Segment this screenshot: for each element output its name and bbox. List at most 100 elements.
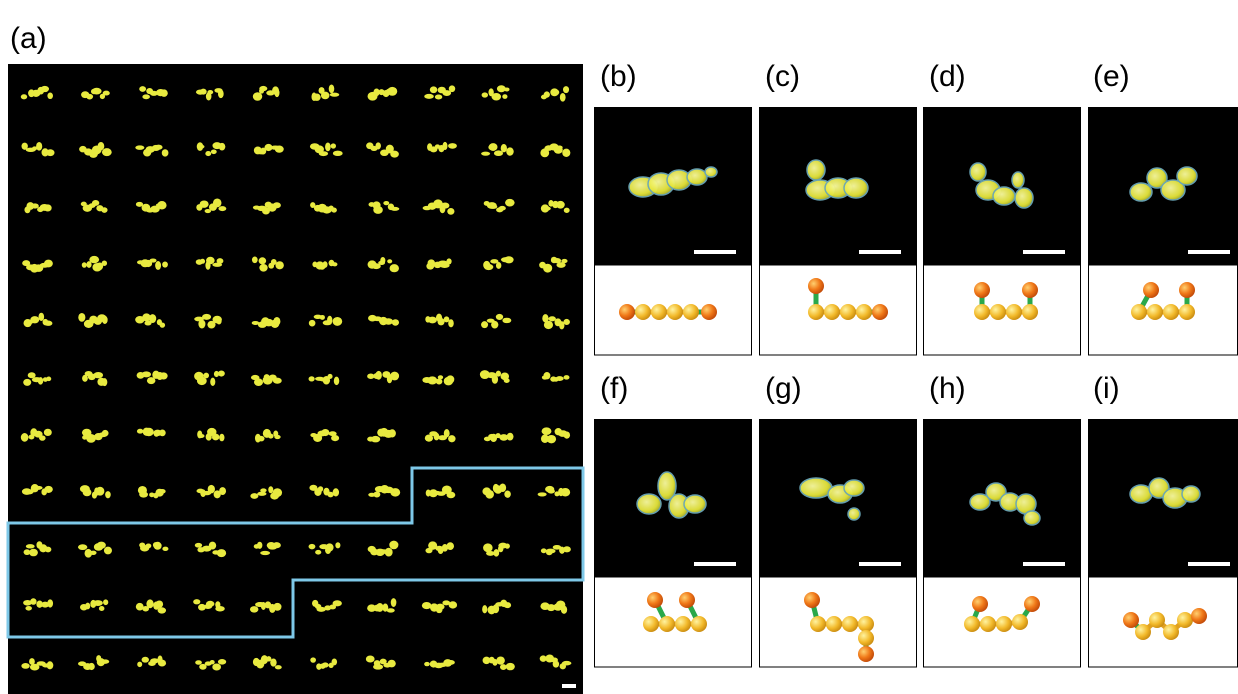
detail-panel	[1088, 107, 1238, 355]
density-blob	[970, 163, 986, 181]
bead	[1024, 596, 1040, 612]
blob	[88, 663, 95, 670]
blob	[322, 662, 329, 667]
blob	[446, 375, 454, 383]
blob	[92, 200, 99, 206]
blob	[546, 549, 556, 554]
panel-label: (f)	[600, 372, 628, 405]
blob	[149, 314, 156, 323]
blob	[98, 142, 105, 150]
blob	[93, 600, 103, 606]
blob	[195, 660, 202, 664]
blob	[45, 547, 52, 553]
blob	[203, 373, 209, 379]
bead	[858, 616, 874, 632]
blob	[26, 544, 35, 548]
density-blob	[807, 160, 825, 180]
blob	[207, 90, 213, 94]
blob	[424, 662, 430, 666]
blob	[392, 319, 399, 325]
bead	[856, 304, 872, 320]
bead	[1123, 612, 1139, 628]
blob	[97, 542, 106, 549]
blob	[273, 603, 281, 611]
blob	[211, 150, 217, 155]
blob	[505, 199, 515, 207]
blob	[547, 435, 556, 443]
bead	[691, 616, 707, 632]
blob	[160, 89, 168, 96]
blob	[155, 261, 161, 270]
blob	[28, 372, 36, 378]
density-blob	[848, 508, 860, 520]
density-blob	[800, 478, 832, 498]
blob	[506, 147, 513, 155]
blob	[102, 260, 107, 266]
blob	[99, 606, 105, 611]
blob	[556, 376, 564, 381]
blob	[422, 602, 432, 609]
blob	[47, 599, 53, 607]
blob	[206, 601, 215, 607]
blob	[323, 261, 328, 268]
blob	[159, 372, 167, 379]
blob	[482, 605, 487, 613]
blob	[556, 201, 565, 209]
blob	[563, 86, 569, 93]
blob	[208, 485, 215, 494]
bead	[826, 616, 842, 632]
blob	[449, 601, 457, 608]
blob	[375, 371, 381, 380]
blob	[162, 547, 168, 551]
blob	[259, 264, 267, 272]
blob	[504, 602, 511, 608]
blob	[501, 144, 507, 152]
bead	[1147, 304, 1163, 320]
detail-panel	[594, 419, 752, 667]
blob	[326, 543, 334, 551]
blob	[162, 149, 169, 156]
blob	[557, 146, 563, 150]
blob	[200, 259, 205, 264]
bead	[1149, 612, 1165, 628]
blob	[210, 378, 215, 386]
blob	[146, 543, 152, 548]
blob	[85, 603, 90, 610]
blob	[103, 599, 108, 605]
blob	[200, 200, 209, 207]
blob	[216, 318, 221, 324]
density-blob	[1130, 183, 1152, 201]
bead	[643, 616, 659, 632]
detail-panel	[923, 419, 1081, 667]
blob	[309, 376, 315, 381]
bead	[808, 304, 824, 320]
blob	[260, 551, 270, 555]
blob	[44, 260, 53, 268]
blob	[309, 544, 316, 550]
bead	[974, 304, 990, 320]
blob	[102, 148, 112, 156]
blob	[544, 91, 550, 97]
blob	[483, 543, 493, 552]
blob	[390, 207, 399, 211]
blob	[434, 433, 440, 441]
density-blob	[687, 169, 707, 185]
blob	[389, 429, 396, 437]
bead	[667, 304, 683, 320]
blob	[47, 92, 53, 99]
blob	[93, 372, 103, 378]
blob	[560, 488, 570, 496]
panel-label: (a)	[10, 22, 47, 55]
panel-label: (e)	[1093, 60, 1130, 93]
blob	[502, 94, 507, 99]
bead	[679, 592, 695, 608]
blob	[29, 549, 38, 557]
blob	[321, 429, 329, 436]
blob	[333, 488, 339, 496]
blob	[101, 659, 109, 663]
blob	[195, 543, 202, 548]
blob	[89, 256, 99, 263]
blob	[46, 377, 51, 382]
panel-label: (c)	[765, 60, 800, 93]
density-blob	[1015, 188, 1033, 208]
